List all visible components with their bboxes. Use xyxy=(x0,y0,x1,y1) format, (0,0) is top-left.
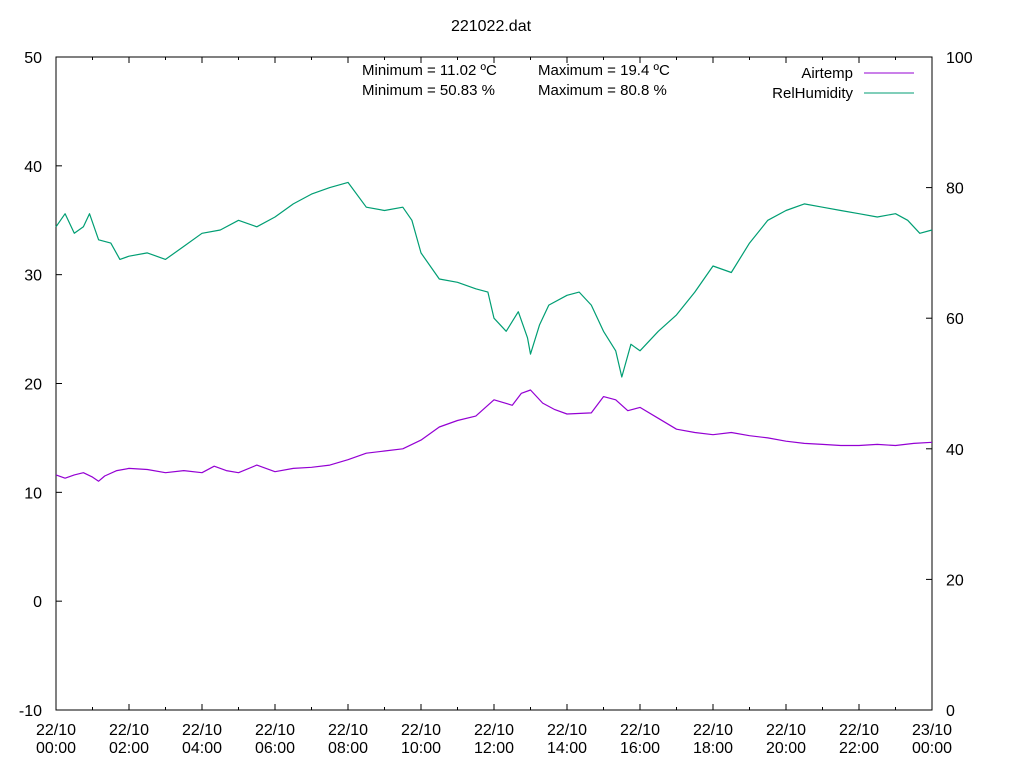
x-tick-label-date: 22/10 xyxy=(547,722,587,739)
x-tick-label-date: 22/10 xyxy=(182,722,222,739)
x-tick-label-date: 22/10 xyxy=(36,722,76,739)
x-tick-label-date: 22/10 xyxy=(693,722,733,739)
stats-annotations: Minimum = 11.02 ºC Maximum = 19.4 ºC Min… xyxy=(362,62,670,99)
y-left-tick-label: 30 xyxy=(24,268,42,285)
plot-frame xyxy=(55,56,933,711)
chart-title: 221022.dat xyxy=(451,18,532,35)
x-axis: 22/1000:0022/1002:0022/1004:0022/1006:00… xyxy=(36,57,952,757)
humidity-min-annotation: Minimum = 50.83 % xyxy=(362,82,495,99)
series-line-airtemp xyxy=(55,389,933,482)
y-left-tick-label: 40 xyxy=(24,159,42,176)
x-tick-label-date: 22/10 xyxy=(839,722,879,739)
y-right-tick-label: 0 xyxy=(946,703,955,720)
x-tick-label-time: 08:00 xyxy=(328,740,368,757)
series-layer xyxy=(55,181,933,482)
x-tick-label-date: 22/10 xyxy=(620,722,660,739)
x-tick-label-date: 23/10 xyxy=(912,722,952,739)
y-left-tick-label: 50 xyxy=(24,50,42,67)
x-tick-label-time: 12:00 xyxy=(474,740,514,757)
x-tick-label-time: 10:00 xyxy=(401,740,441,757)
x-tick-label-time: 02:00 xyxy=(109,740,149,757)
x-tick-label-time: 20:00 xyxy=(766,740,806,757)
x-tick-label-time: 06:00 xyxy=(255,740,295,757)
y-left-tick-label: 20 xyxy=(24,377,42,394)
x-tick-label-time: 00:00 xyxy=(912,740,952,757)
temp-max-annotation: Maximum = 19.4 ºC xyxy=(538,62,670,79)
humidity-max-annotation: Maximum = 80.8 % xyxy=(538,82,667,99)
y-left-tick-label: 0 xyxy=(33,594,42,611)
temp-min-annotation: Minimum = 11.02 ºC xyxy=(362,62,497,79)
x-tick-label-date: 22/10 xyxy=(766,722,806,739)
y-left-tick-label: -10 xyxy=(19,703,42,720)
series-line-relhumidity xyxy=(55,181,933,378)
x-tick-label-time: 00:00 xyxy=(36,740,76,757)
x-tick-label-date: 22/10 xyxy=(328,722,368,739)
y-right-tick-label: 60 xyxy=(946,311,964,328)
legend: Airtemp RelHumidity xyxy=(772,65,914,102)
x-tick-label-date: 22/10 xyxy=(474,722,514,739)
legend-relhumidity-label: RelHumidity xyxy=(772,85,853,102)
x-tick-label-date: 22/10 xyxy=(401,722,441,739)
y-left-tick-label: 10 xyxy=(24,485,42,502)
y-right-tick-label: 80 xyxy=(946,181,964,198)
y-right-tick-label: 100 xyxy=(946,50,973,67)
x-tick-label-time: 04:00 xyxy=(182,740,222,757)
y-right-tick-label: 20 xyxy=(946,572,964,589)
y-right-tick-label: 40 xyxy=(946,442,964,459)
x-tick-label-date: 22/10 xyxy=(255,722,295,739)
legend-airtemp-label: Airtemp xyxy=(801,65,853,82)
x-tick-label-time: 16:00 xyxy=(620,740,660,757)
y-right-axis: 0 20 40 60 80 100 xyxy=(926,50,973,720)
x-tick-label-time: 18:00 xyxy=(693,740,733,757)
x-tick-label-time: 22:00 xyxy=(839,740,879,757)
x-tick-label-date: 22/10 xyxy=(109,722,149,739)
y-left-axis: -10 0 10 20 30 40 50 xyxy=(19,50,62,720)
x-tick-label-time: 14:00 xyxy=(547,740,587,757)
